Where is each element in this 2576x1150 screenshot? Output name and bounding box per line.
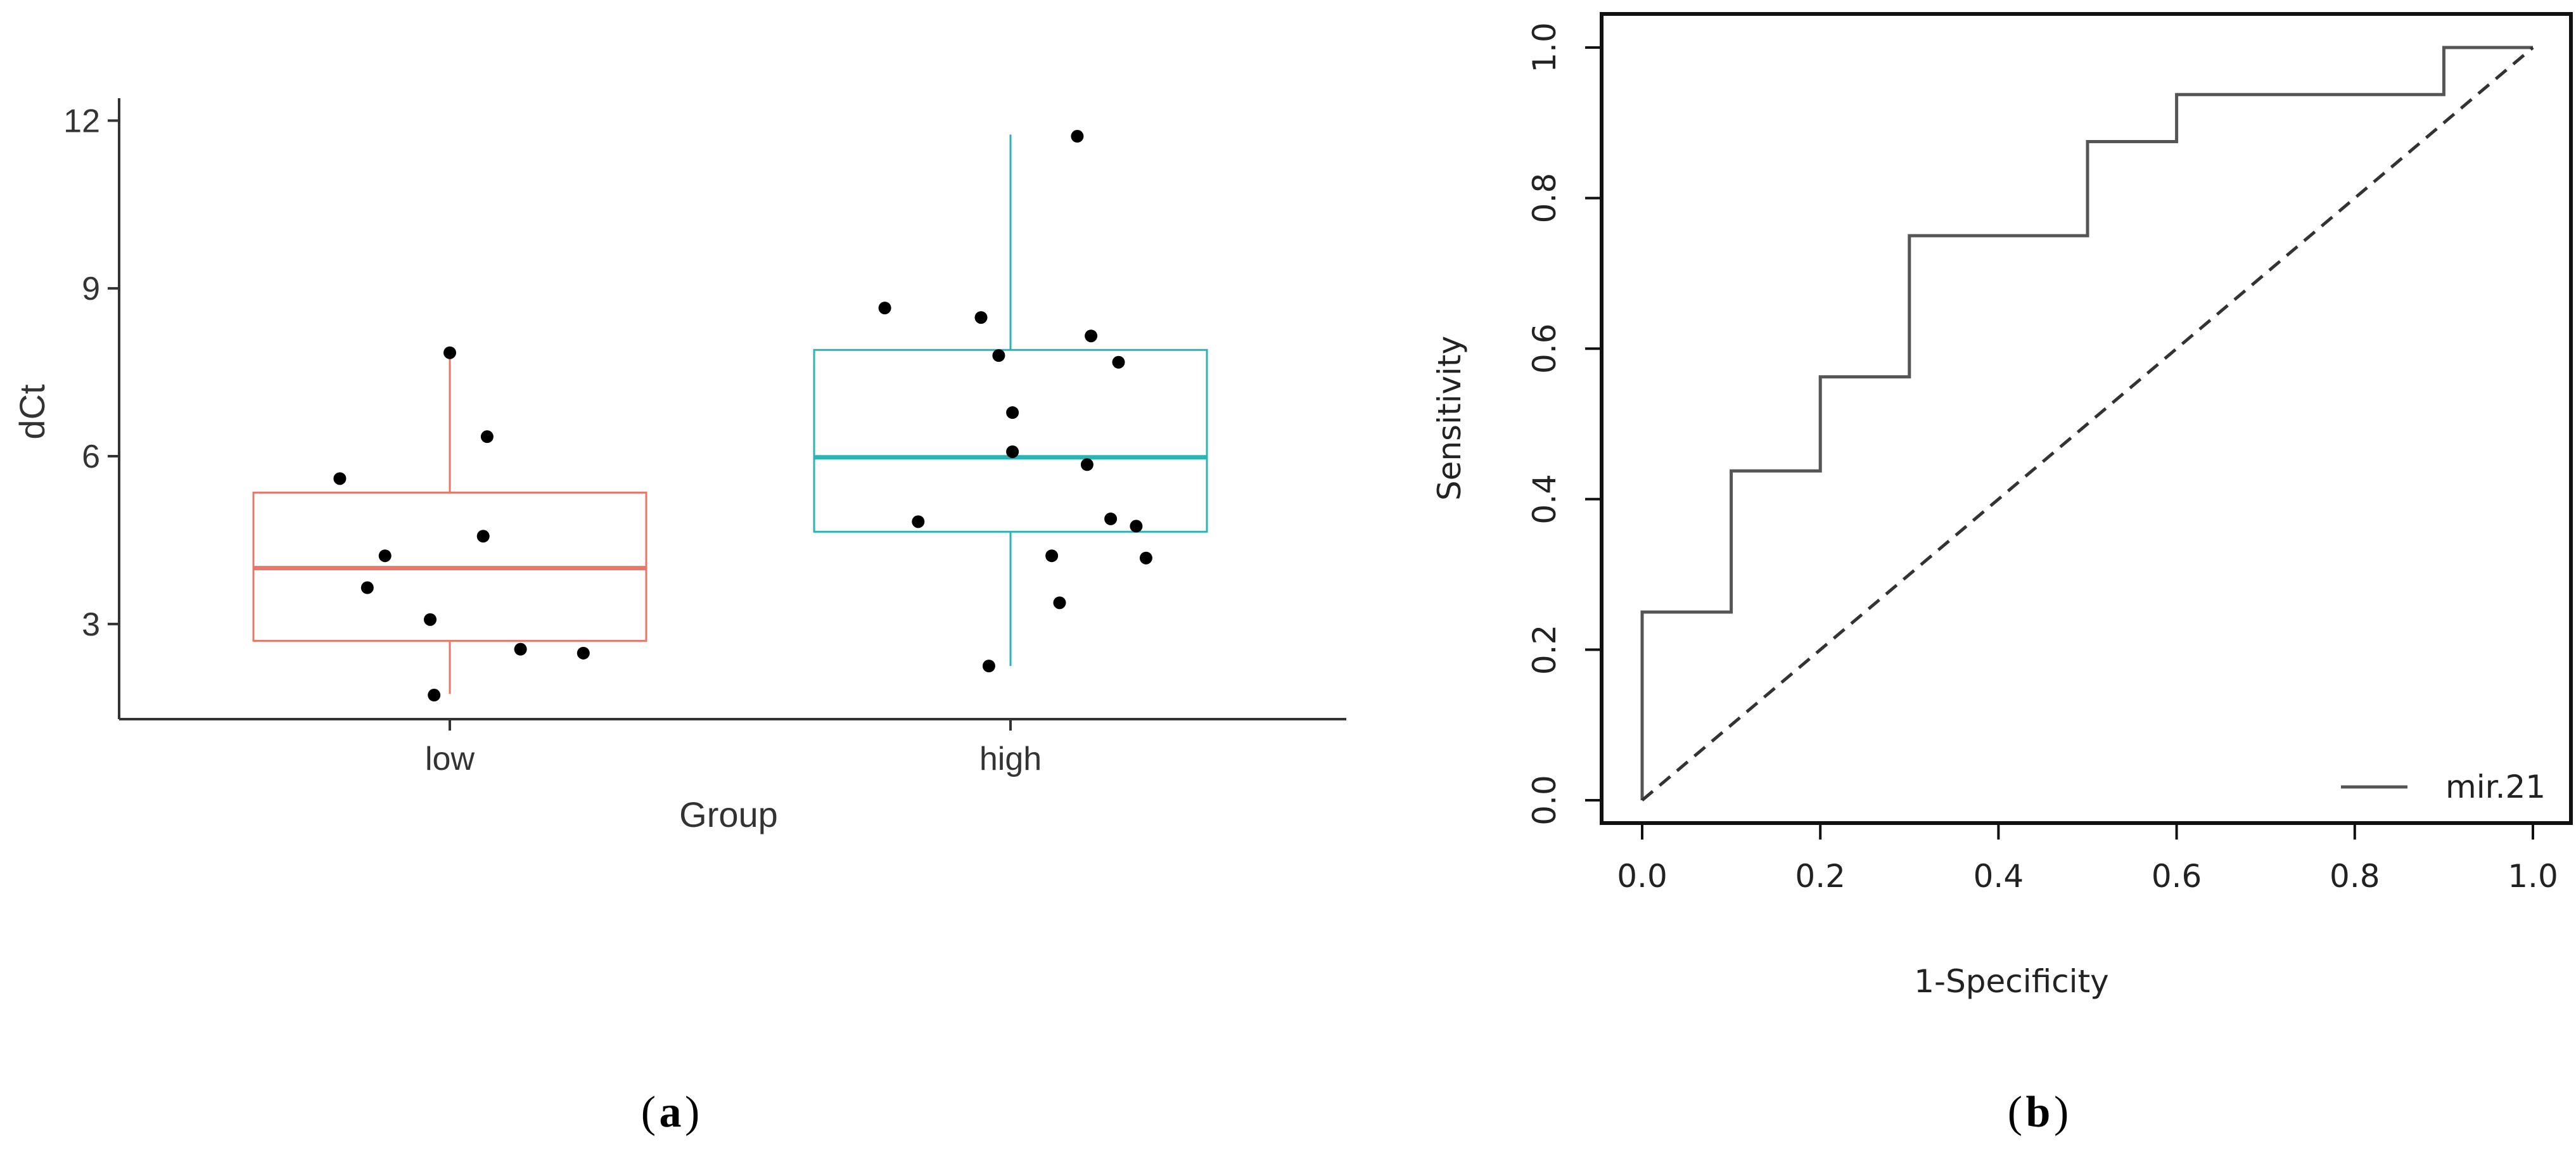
point-high <box>878 302 891 315</box>
point-low <box>577 646 590 660</box>
point-low <box>378 549 392 563</box>
roc-y-tick-label: 0.2 <box>1526 625 1563 675</box>
caption-b-label: b <box>2026 1088 2051 1137</box>
roc-panel: 0.0 0.2 0.4 0.6 0.8 1.0 0.0 0.2 0.4 0.6 0.8 1.0 1-S… <box>1431 12 2573 1000</box>
point-high <box>912 515 925 528</box>
roc-axes <box>1585 46 2534 840</box>
roc-y-tick-label: 1.0 <box>1526 22 1563 73</box>
roc-x-tick-label: 0.6 <box>2152 858 2202 895</box>
point-high <box>1139 551 1152 565</box>
point-low <box>476 530 490 543</box>
boxplot-boxes <box>252 134 1208 694</box>
point-high <box>1085 329 1098 343</box>
roc-lines <box>1640 46 2534 802</box>
roc-y-tick-label: 0.4 <box>1526 474 1563 525</box>
boxplot-points <box>333 130 1152 702</box>
roc-y-tick-label: 0.6 <box>1526 323 1563 374</box>
point-high <box>1006 445 1019 458</box>
roc-tick-labels: 0.0 0.2 0.4 0.6 0.8 1.0 0.0 0.2 0.4 0.6 0.8 1.0 <box>1526 22 2558 895</box>
point-high <box>1071 130 1084 143</box>
roc-x-tick-label: 0.2 <box>1795 858 1846 895</box>
boxplot-axes <box>108 98 1346 731</box>
point-high <box>1112 355 1125 369</box>
roc-x-axis-title: 1-Specificity <box>1914 963 2109 1000</box>
point-low <box>443 346 456 359</box>
boxplot-x-axis-title: Group <box>679 795 778 834</box>
boxplot-y-axis-title: dCt <box>12 384 52 440</box>
caption-a-close: ) <box>685 1088 699 1137</box>
roc-legend: mir.21 <box>2341 769 2546 805</box>
point-high <box>1053 596 1066 610</box>
caption-a-label: a <box>660 1088 682 1137</box>
point-high <box>982 660 995 673</box>
point-low <box>480 430 494 444</box>
boxplot-y-tick-label: 6 <box>82 438 100 475</box>
point-high <box>974 311 988 324</box>
caption-a-open: ( <box>641 1088 656 1137</box>
caption-b: ( b ) <box>2008 1088 2069 1137</box>
boxplot-x-tick-label: high <box>979 741 1042 777</box>
boxplot-panel: 3 6 9 12 low high dCt Group <box>12 98 1346 834</box>
roc-y-tick-label: 0.0 <box>1526 775 1563 826</box>
roc-x-tick-label: 0.0 <box>1617 858 1667 895</box>
boxplot-y-tick-label: 3 <box>82 606 100 643</box>
point-low <box>514 642 527 656</box>
point-low <box>360 581 374 594</box>
caption-a: ( a ) <box>641 1088 700 1137</box>
point-low <box>424 613 437 626</box>
caption-b-open: ( <box>2008 1088 2022 1137</box>
point-high <box>992 349 1005 362</box>
roc-reference-diagonal <box>1641 46 2534 802</box>
roc-y-tick-label: 0.8 <box>1526 173 1563 224</box>
boxplot-x-tick-label: low <box>425 741 475 777</box>
point-high <box>1006 406 1019 419</box>
caption-b-close: ) <box>2054 1088 2069 1137</box>
roc-plot-frame <box>1600 12 2573 825</box>
point-high <box>1080 458 1094 471</box>
boxplot-y-tick-label: 12 <box>63 103 100 139</box>
point-high <box>1104 512 1118 525</box>
roc-legend-label: mir.21 <box>2445 769 2546 805</box>
box-high-body <box>813 348 1208 533</box>
roc-x-tick-label: 0.8 <box>2330 858 2380 895</box>
point-low <box>333 472 347 485</box>
roc-curve-mir-21 <box>1640 46 2533 800</box>
roc-x-tick-label: 1.0 <box>2508 858 2558 895</box>
point-high <box>1130 520 1143 533</box>
point-high <box>1045 549 1059 563</box>
boxplot-y-tick-label: 9 <box>82 271 100 307</box>
boxplot-tick-labels: 3 6 9 12 low high <box>63 103 1042 777</box>
point-low <box>428 689 441 702</box>
roc-y-axis-title: Sensitivity <box>1431 336 1468 501</box>
roc-x-tick-label: 0.4 <box>1973 858 2024 895</box>
